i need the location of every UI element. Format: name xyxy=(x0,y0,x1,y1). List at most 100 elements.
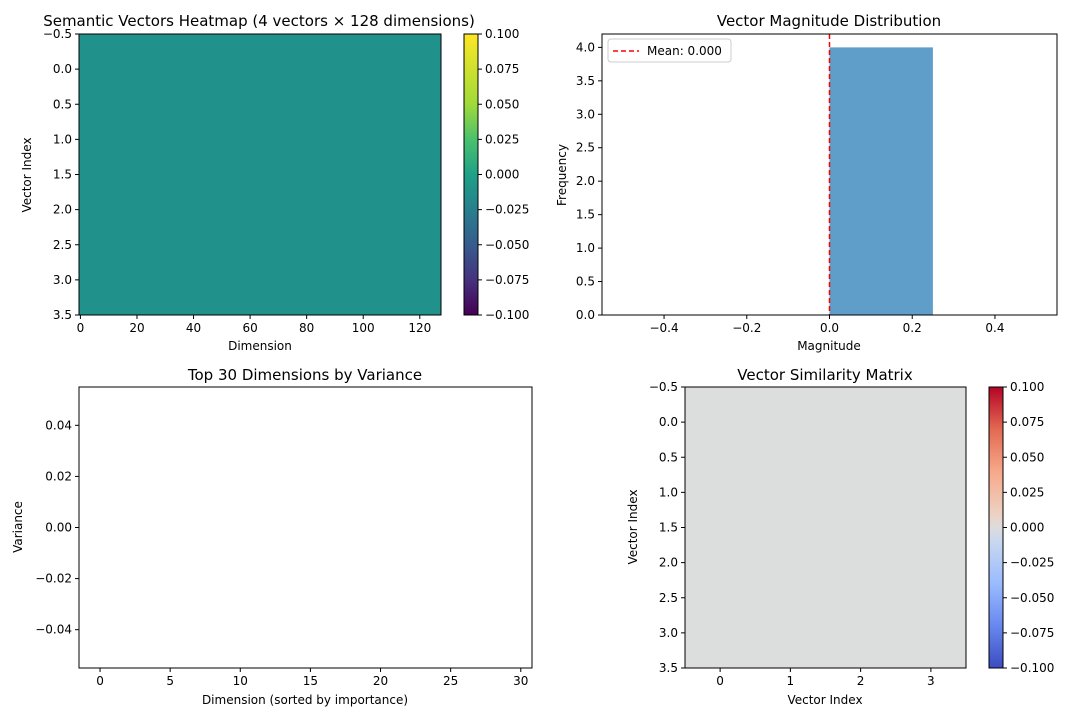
magnitude-x-label: Magnitude xyxy=(797,339,861,353)
x-tick-label: 2 xyxy=(857,674,865,688)
x-tick-label: 0 xyxy=(77,321,85,335)
x-tick-label: 100 xyxy=(352,321,375,335)
similarity-x-label: Vector Index xyxy=(787,693,862,707)
x-tick-label: 1 xyxy=(787,674,795,688)
y-tick-label: 1.5 xyxy=(659,521,678,535)
y-tick-label: 1.0 xyxy=(53,132,72,146)
y-tick-label: 0.00 xyxy=(45,521,72,535)
colorbar-tick-label: −0.075 xyxy=(485,273,529,287)
colorbar-tick-label: −0.050 xyxy=(485,238,529,252)
y-tick-label: 0.04 xyxy=(45,418,72,432)
y-tick-label: 1.5 xyxy=(576,208,595,222)
x-tick-label: 40 xyxy=(186,321,201,335)
x-tick-label: 30 xyxy=(513,674,528,688)
y-tick-label: 3.0 xyxy=(576,107,595,121)
legend-box xyxy=(607,38,732,63)
y-tick-label: 0.5 xyxy=(576,275,595,289)
heatmap-colorbar xyxy=(463,33,479,316)
x-tick-label: 0.4 xyxy=(985,321,1004,335)
y-tick-label: −0.04 xyxy=(35,623,72,637)
colorbar-tick-label: 0.000 xyxy=(1010,521,1044,535)
y-tick-label: 1.0 xyxy=(576,241,595,255)
magnitude-title: Vector Magnitude Distribution xyxy=(717,12,941,30)
y-tick-label: 3.0 xyxy=(53,273,72,287)
colorbar-tick-label: 0.100 xyxy=(1010,380,1044,394)
x-tick-label: 120 xyxy=(408,321,431,335)
heatmap-y-label: Vector Index xyxy=(20,137,34,212)
y-tick-label: 2.5 xyxy=(576,141,595,155)
variance-x-ticks: 0 5 10 15 20 25 30 xyxy=(96,668,528,688)
colorbar-tick-label: 0.050 xyxy=(485,97,519,111)
heatmap-panel: Semantic Vectors Heatmap (4 vectors × 12… xyxy=(20,12,529,353)
heatmap-title: Semantic Vectors Heatmap (4 vectors × 12… xyxy=(43,12,475,30)
y-tick-label: 0.0 xyxy=(576,308,595,322)
colorbar-tick-label: −0.025 xyxy=(1010,556,1054,570)
x-tick-label: −0.2 xyxy=(732,321,761,335)
y-tick-label: 0.02 xyxy=(45,469,72,483)
variance-y-label: Variance xyxy=(11,501,25,553)
heatmap-cells xyxy=(78,33,442,316)
y-tick-label: 3.0 xyxy=(659,626,678,640)
x-tick-label: 60 xyxy=(242,321,257,335)
y-tick-label: 1.0 xyxy=(659,485,678,499)
y-tick-label: 2.5 xyxy=(659,591,678,605)
variance-axes-frame xyxy=(78,386,533,669)
y-tick-label: 3.5 xyxy=(659,661,678,675)
y-tick-label: 2.0 xyxy=(576,174,595,188)
x-tick-label: 25 xyxy=(443,674,458,688)
heatmap-y-ticks: −0.5 0.0 0.5 1.0 1.5 2.0 2.5 3.0 3.5 xyxy=(43,27,79,322)
variance-panel: Top 30 Dimensions by Variance 0 5 10 15 20 25… xyxy=(11,366,533,707)
colorbar-tick-label: −0.075 xyxy=(1010,626,1054,640)
x-tick-label: 20 xyxy=(129,321,144,335)
y-tick-label: 2.0 xyxy=(53,203,72,217)
magnitude-legend: Mean: 0.000 xyxy=(607,38,732,63)
x-tick-label: 5 xyxy=(166,674,174,688)
magnitude-panel: Vector Magnitude Distribution −0.4 −0.2 0.… xyxy=(555,12,1058,353)
colorbar-tick-label: −0.100 xyxy=(1010,661,1054,675)
magnitude-y-label: Frequency xyxy=(555,144,569,206)
legend-mean-label: Mean: 0.000 xyxy=(647,44,722,58)
y-tick-label: 3.5 xyxy=(576,74,595,88)
colorbar-tick-label: 0.100 xyxy=(485,27,519,41)
heatmap-x-label: Dimension xyxy=(228,339,292,353)
y-tick-label: 0.5 xyxy=(659,450,678,464)
similarity-y-ticks: −0.5 0.0 0.5 1.0 1.5 2.0 2.5 3.0 3.5 xyxy=(649,380,685,675)
x-tick-label: 0 xyxy=(716,674,724,688)
y-tick-label: −0.5 xyxy=(649,380,678,394)
x-tick-label: 80 xyxy=(299,321,314,335)
colorbar-tick-label: −0.050 xyxy=(1010,591,1054,605)
colorbar-tick-label: −0.100 xyxy=(485,308,529,322)
y-tick-label: 1.5 xyxy=(53,168,72,182)
x-tick-label: −0.4 xyxy=(649,321,678,335)
colorbar-tick-label: 0.000 xyxy=(485,168,519,182)
x-tick-label: 20 xyxy=(373,674,388,688)
x-tick-label: 0.0 xyxy=(820,321,839,335)
similarity-colorbar-ticks: 0.100 0.075 0.050 0.025 0.000 −0.025 −0.050 −0.… xyxy=(1003,380,1054,675)
colorbar-tick-label: 0.025 xyxy=(485,132,519,146)
histogram-bar xyxy=(829,47,933,315)
y-tick-label: 3.5 xyxy=(53,308,72,322)
heatmap-x-ticks: 0 20 40 60 80 100 120 xyxy=(77,315,431,335)
x-tick-label: 15 xyxy=(303,674,318,688)
variance-x-label: Dimension (sorted by importance) xyxy=(202,693,408,707)
colorbar-tick-label: −0.025 xyxy=(485,203,529,217)
colorbar-tick-label: 0.075 xyxy=(1010,415,1044,429)
x-tick-label: 0 xyxy=(96,674,104,688)
y-tick-label: −0.02 xyxy=(35,572,72,586)
similarity-cells xyxy=(684,386,967,669)
y-tick-label: 0.0 xyxy=(659,415,678,429)
variance-y-ticks: 0.04 0.02 0.00 −0.02 −0.04 xyxy=(35,418,79,637)
colorbar-tick-label: 0.050 xyxy=(1010,450,1044,464)
similarity-panel: Vector Similarity Matrix 0 1 2 3 −0.5 0.0 0.5… xyxy=(626,366,1054,707)
x-tick-label: 10 xyxy=(233,674,248,688)
y-tick-label: 0.0 xyxy=(53,62,72,76)
heatmap-colorbar-ticks: 0.100 0.075 0.050 0.025 0.000 −0.025 −0.050 −0.… xyxy=(478,27,529,322)
y-tick-label: −0.5 xyxy=(43,27,72,41)
similarity-x-ticks: 0 1 2 3 xyxy=(716,668,935,688)
similarity-colorbar xyxy=(988,386,1004,669)
magnitude-x-ticks: −0.4 −0.2 0.0 0.2 0.4 xyxy=(649,315,1005,335)
y-tick-label: 2.0 xyxy=(659,556,678,570)
colorbar-tick-label: 0.075 xyxy=(485,62,519,76)
magnitude-y-ticks: 0.0 0.5 1.0 1.5 2.0 2.5 3.0 3.5 4.0 xyxy=(576,40,602,322)
